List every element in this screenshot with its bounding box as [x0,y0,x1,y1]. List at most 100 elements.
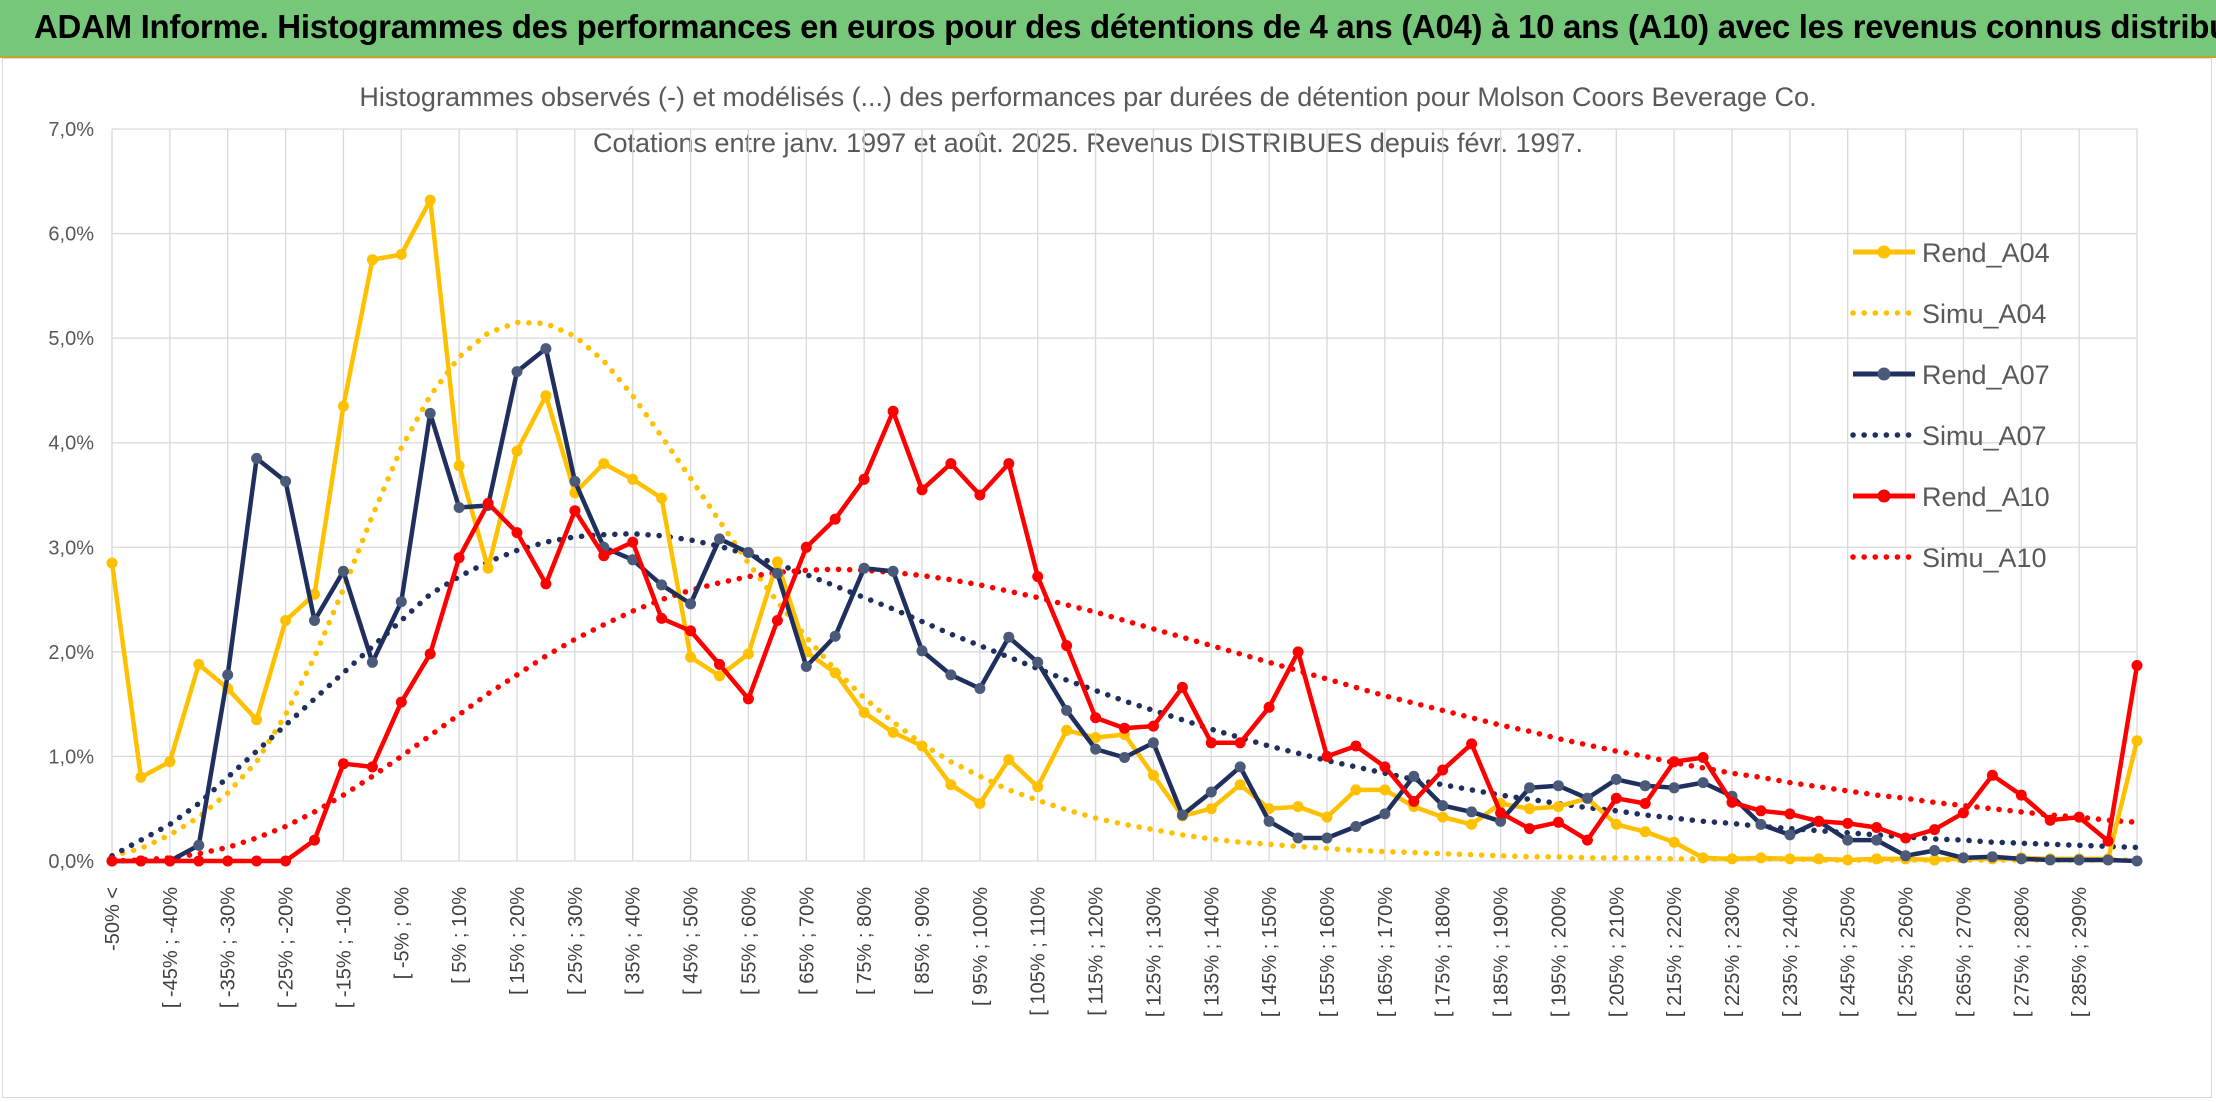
data-point [2131,735,2143,747]
data-point [627,536,639,548]
data-point [1090,743,1102,755]
data-point [829,667,841,679]
series-line [112,346,2138,864]
data-point [1929,845,1940,856]
data-point [800,541,812,553]
data-point [771,567,783,579]
data-point [1263,701,1275,713]
legend-item-rend_a04: Rend_A04 [1853,238,2050,268]
data-point [1495,815,1507,827]
x-tick-label: [ 175% ; 180% [1433,887,1455,1017]
data-point [424,648,436,660]
data-point [1813,853,1825,865]
data-point [1032,571,1044,583]
x-tick-label: [ 125% ; 130% [1143,887,1165,1017]
legend-label: Rend_A07 [1922,360,2050,390]
data-point [829,630,841,642]
data-point [858,707,870,718]
data-point [1090,712,1102,724]
data-point [742,648,754,660]
y-tick-label: 4,0% [48,433,94,455]
data-point [2073,811,2085,823]
data-point [598,458,610,470]
series-layer [106,194,2143,867]
x-tick-label: [ 45% ; 50% [681,887,703,995]
legend-label: Rend_A04 [1922,238,2050,268]
legend-label: Simu_A04 [1922,299,2047,329]
x-tick-label: [ 255% ; 260% [1896,887,1918,1017]
data-point [540,390,552,402]
legend-item-simu_a07: Simu_A07 [1850,421,2047,451]
x-tick-label: [ 275% ; 280% [2011,887,2033,1017]
data-point [1205,737,1217,749]
series-line [112,409,2140,864]
x-tick-label: [ 5% ; 10% [449,887,471,984]
data-point [1234,737,1246,749]
data-point [1784,808,1796,820]
data-point [1929,824,1940,836]
legend-label: Simu_A07 [1922,421,2047,451]
y-tick-label: 0,0% [48,851,94,873]
data-point [800,661,812,672]
data-point [974,683,986,694]
x-tick-label: [ 55% ; 60% [738,887,760,995]
data-point [742,693,754,705]
data-point [337,565,349,577]
data-point [1176,809,1188,821]
y-tick-label: 6,0% [48,224,94,246]
data-point [395,249,407,260]
legend-item-rend_a10: Rend_A10 [1853,482,2050,512]
data-point [309,615,320,626]
data-point [714,670,725,682]
y-tick-label: 5,0% [48,328,94,350]
data-point [395,696,407,708]
data-point [1697,852,1709,864]
data-point [887,565,899,577]
data-point [2102,854,2114,866]
data-point [1292,646,1304,658]
data-point [1061,704,1073,716]
chart-title: Histogrammes observés (-) et modélisés (… [359,82,1816,112]
data-point [714,533,725,545]
legend-item-simu_a04: Simu_A04 [1850,299,2047,329]
legend-item-rend_a07: Rend_A07 [1853,360,2050,390]
legend: Rend_A04 Simu_A04 Rend_A07 Simu_A07 Rend_A10… [1850,238,2050,573]
data-point [569,475,581,487]
report-banner: ADAM Informe. Histogrammes des performan… [0,0,2216,58]
data-point [1119,722,1130,734]
data-point [280,615,292,626]
data-point [685,625,697,637]
legend-label: Rend_A10 [1922,482,2050,512]
data-point [1581,792,1593,804]
data-point [1726,796,1738,808]
data-point [1234,761,1246,773]
x-tick-label: [ 65% ; 70% [796,887,818,995]
data-point [337,758,349,770]
data-point [2044,854,2056,866]
data-point [1176,681,1188,693]
x-tick-label: [ 15% ; 20% [507,887,529,995]
x-tick-label: [ 185% ; 190% [1491,887,1513,1017]
data-point [771,615,783,626]
data-point [1668,836,1680,848]
data-point [656,579,668,591]
data-point [916,484,928,496]
data-point [945,458,957,470]
series-rend_a10 [106,405,2143,867]
data-point [714,658,725,670]
data-point [222,669,234,681]
data-point [540,578,552,590]
data-point [1524,823,1535,835]
data-point [1090,732,1102,744]
data-point [106,855,118,867]
data-point [164,855,176,867]
data-point [193,839,205,851]
data-point [482,562,494,574]
data-point [511,527,523,539]
data-point [280,855,292,867]
data-point [1957,807,1969,819]
data-point [1842,834,1854,846]
data-point [511,366,523,378]
x-tick-label: [ -15% ; -10% [333,887,355,1008]
data-point [742,547,754,558]
